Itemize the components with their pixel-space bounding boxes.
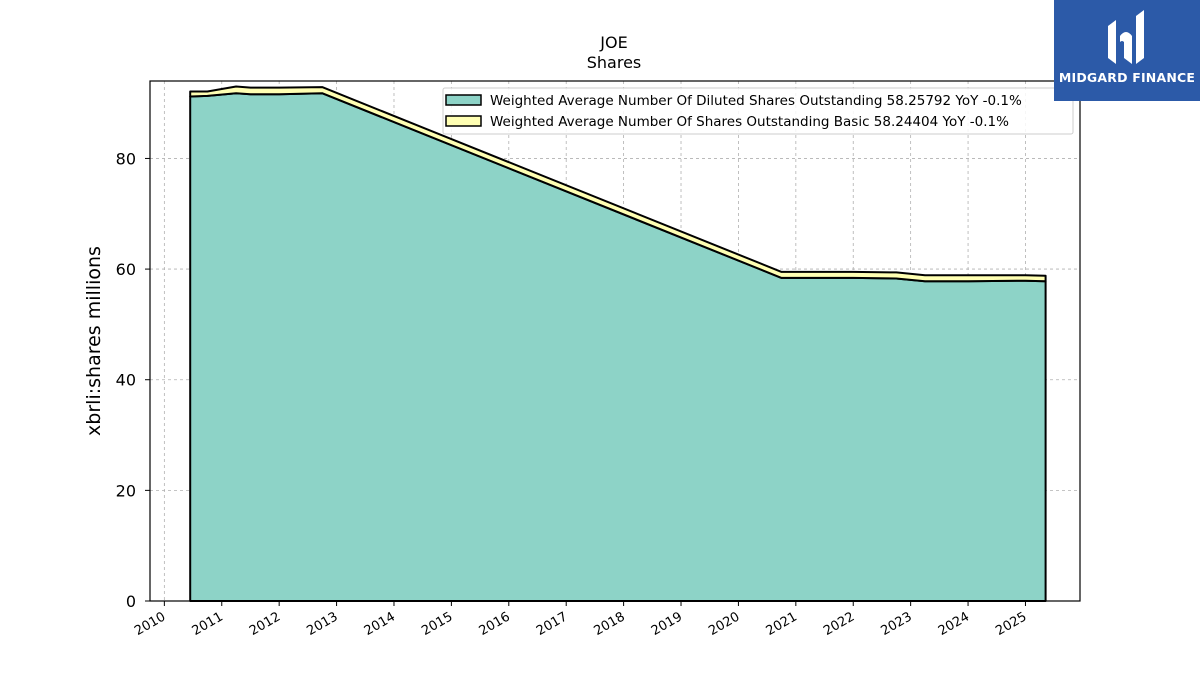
x-tick-label: 2023 bbox=[878, 609, 914, 639]
legend-label-diluted: Weighted Average Number Of Diluted Share… bbox=[490, 93, 1022, 109]
series-area-basic bbox=[189, 85, 1047, 283]
logo-mark-icon bbox=[1108, 10, 1144, 64]
x-tick-label: 2024 bbox=[936, 609, 972, 639]
y-tick-label: 80 bbox=[116, 149, 136, 168]
x-tick-label: 2018 bbox=[591, 609, 627, 639]
x-tick-label: 2012 bbox=[247, 609, 283, 639]
plot-frame bbox=[149, 80, 1081, 602]
chart-title: JOE bbox=[599, 33, 627, 52]
legend: Weighted Average Number Of Diluted Share… bbox=[442, 87, 1074, 135]
y-tick-label: 0 bbox=[126, 592, 136, 611]
y-axis-label: xbrli:shares millions bbox=[83, 246, 105, 436]
x-tick-label: 2014 bbox=[362, 609, 398, 639]
x-tick-label: 2017 bbox=[534, 609, 570, 639]
y-tick-label: 60 bbox=[116, 260, 136, 279]
x-axis: 2010 2011 2012 2013 2014 2015 2016 2017 2018 2019… bbox=[132, 601, 1029, 639]
x-tick-label: 2010 bbox=[132, 609, 168, 639]
brand-name: MIDGARD FINANCE bbox=[1058, 70, 1196, 85]
y-axis: 0 20 40 60 80 bbox=[116, 149, 150, 611]
series-area-diluted bbox=[189, 92, 1047, 602]
x-tick-label: 2022 bbox=[821, 609, 857, 639]
x-tick-label: 2019 bbox=[649, 609, 685, 639]
legend-box bbox=[442, 87, 1074, 135]
x-tick-label: 2011 bbox=[190, 609, 226, 639]
chart-subtitle: Shares bbox=[587, 53, 642, 72]
x-tick-label: 2013 bbox=[304, 609, 340, 639]
y-tick-label: 20 bbox=[116, 481, 136, 500]
brand-logo: MIDGARD FINANCE bbox=[1054, 0, 1200, 101]
x-tick-label: 2025 bbox=[993, 609, 1029, 639]
legend-swatch-diluted bbox=[445, 94, 482, 106]
x-tick-label: 2021 bbox=[764, 609, 800, 639]
x-tick-label: 2015 bbox=[419, 609, 455, 639]
legend-label-basic: Weighted Average Number Of Shares Outsta… bbox=[490, 114, 1009, 130]
legend-swatch-basic bbox=[445, 115, 482, 127]
x-tick-label: 2020 bbox=[706, 609, 742, 639]
y-tick-label: 40 bbox=[116, 371, 136, 390]
series-area bbox=[189, 85, 1047, 602]
x-tick-label: 2016 bbox=[477, 609, 513, 639]
